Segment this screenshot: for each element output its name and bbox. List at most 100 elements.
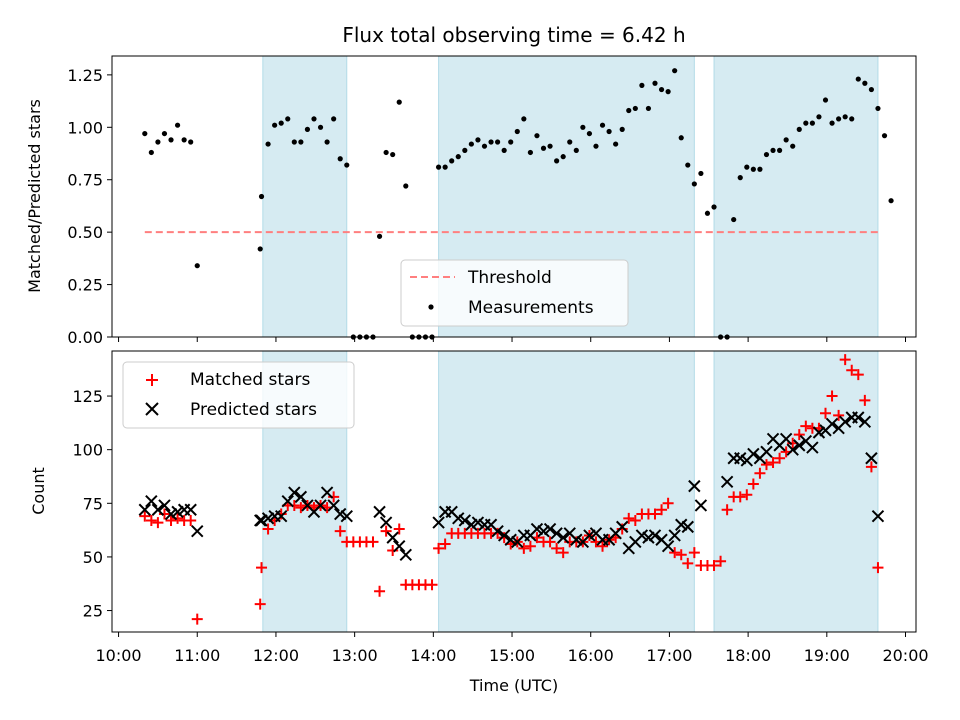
matched-stars-point bbox=[551, 542, 563, 554]
matched-stars-point bbox=[439, 538, 451, 550]
matched-stars-point bbox=[839, 354, 851, 366]
measurement-point bbox=[291, 139, 297, 145]
measurement-point bbox=[776, 147, 783, 153]
top-y-axis-ticks: 0.00 0.25 0.50 0.75 1.00 1.25 bbox=[67, 66, 112, 347]
matched-stars-point bbox=[872, 562, 884, 574]
bottom-shaded-intervals bbox=[262, 350, 879, 633]
matched-stars-point bbox=[557, 547, 569, 559]
measurement-point bbox=[567, 139, 573, 145]
measurement-point bbox=[678, 135, 684, 141]
predicted-stars-point bbox=[399, 548, 413, 561]
measurement-point bbox=[554, 158, 560, 164]
x-tick-label: 13:00 bbox=[332, 646, 378, 665]
measurement-point bbox=[606, 128, 612, 135]
matched-stars-point bbox=[852, 369, 864, 381]
predicted-stars-point bbox=[458, 514, 472, 527]
measurement-point bbox=[344, 162, 350, 168]
measurement-point bbox=[573, 147, 579, 153]
matched-stars-point bbox=[826, 390, 838, 402]
measurement-point bbox=[645, 105, 652, 112]
measurement-point bbox=[829, 120, 835, 126]
measurement-point bbox=[698, 170, 704, 177]
measurement-point bbox=[744, 164, 750, 170]
predicted-stars-point bbox=[871, 509, 885, 523]
top-series-measurements bbox=[142, 68, 894, 340]
top-legend-box bbox=[400, 259, 629, 327]
predicted-stars-point bbox=[747, 447, 760, 461]
matched-stars-point bbox=[518, 542, 530, 554]
measurement-point bbox=[435, 164, 442, 170]
matched-stars-point bbox=[793, 429, 805, 441]
matched-stars-point bbox=[688, 547, 700, 559]
measurement-point bbox=[619, 126, 625, 132]
measurement-point bbox=[142, 130, 148, 137]
legend-matched-swatch bbox=[146, 374, 158, 386]
measurement-point bbox=[737, 175, 743, 181]
matched-stars-point bbox=[433, 542, 445, 554]
matched-stars-point bbox=[846, 364, 858, 376]
matched-stars-point bbox=[254, 598, 266, 610]
bottom-y-axis-label: Count bbox=[29, 467, 48, 515]
measurement-point bbox=[168, 137, 174, 143]
measurement-point bbox=[521, 116, 527, 122]
predicted-stars-point bbox=[294, 490, 308, 504]
measurement-point bbox=[770, 147, 776, 153]
top-x-axis-ticks bbox=[118, 337, 907, 342]
predicted-stars-point bbox=[491, 524, 504, 538]
top-shaded-interval bbox=[262, 55, 348, 338]
measurement-point bbox=[285, 116, 291, 122]
bottom-y-tick-label: 125 bbox=[72, 387, 103, 406]
predicted-stars-point bbox=[793, 439, 806, 452]
top-y-tick-label: 1.25 bbox=[67, 66, 103, 85]
measurement-point bbox=[586, 130, 593, 137]
measurement-point bbox=[632, 105, 638, 112]
measurement-point bbox=[849, 116, 855, 122]
predicted-stars-point bbox=[379, 516, 393, 529]
measurement-point bbox=[508, 139, 514, 145]
measurement-point bbox=[763, 151, 770, 158]
legend-measurements-label: Measurements bbox=[468, 298, 594, 318]
measurement-point bbox=[181, 137, 187, 143]
measurement-point bbox=[317, 124, 324, 130]
bottom-legend: Matched stars Predicted stars bbox=[122, 361, 355, 429]
measurement-point bbox=[396, 99, 402, 105]
matched-stars-point bbox=[833, 409, 845, 421]
matched-stars-point bbox=[715, 555, 727, 567]
measurement-point bbox=[639, 82, 645, 88]
measurement-point bbox=[488, 139, 494, 145]
predicted-stars-point bbox=[327, 499, 340, 512]
predicted-stars-point bbox=[786, 443, 799, 456]
matched-stars-point bbox=[426, 579, 438, 591]
predicted-stars-point bbox=[550, 527, 563, 540]
measurement-point bbox=[468, 141, 474, 147]
legend-predicted-swatch bbox=[145, 402, 159, 416]
measurement-point bbox=[462, 147, 468, 153]
matched-stars-point bbox=[734, 491, 746, 503]
matched-stars-point bbox=[191, 613, 203, 625]
predicted-stars-point bbox=[668, 529, 681, 542]
matched-stars-point bbox=[145, 514, 157, 526]
bottom-shaded-interval bbox=[438, 350, 695, 633]
legend-threshold-label: Threshold bbox=[467, 268, 552, 288]
top-y-tick-label: 0.00 bbox=[67, 328, 103, 347]
predicted-stars-point bbox=[865, 452, 878, 465]
x-tick-label: 11:00 bbox=[174, 646, 220, 665]
measurement-point bbox=[481, 143, 488, 149]
predicted-stars-point bbox=[615, 520, 629, 534]
predicted-stars-point bbox=[432, 516, 445, 529]
measurement-point bbox=[442, 164, 448, 170]
predicted-stars-point bbox=[320, 486, 334, 499]
top-axes-frame bbox=[111, 55, 917, 338]
matched-stars-point bbox=[524, 540, 536, 552]
measurement-point bbox=[475, 137, 481, 143]
measurement-point bbox=[495, 139, 501, 145]
matched-stars-point bbox=[393, 523, 405, 535]
measurement-point bbox=[311, 116, 317, 122]
bottom-y-tick-label: 25 bbox=[83, 602, 103, 621]
matched-stars-point bbox=[721, 504, 733, 516]
predicted-stars-point bbox=[556, 531, 570, 544]
predicted-stars-point bbox=[340, 509, 353, 523]
chart-title: Flux total observing time = 6.42 h bbox=[342, 23, 685, 47]
measurement-point bbox=[337, 156, 343, 162]
